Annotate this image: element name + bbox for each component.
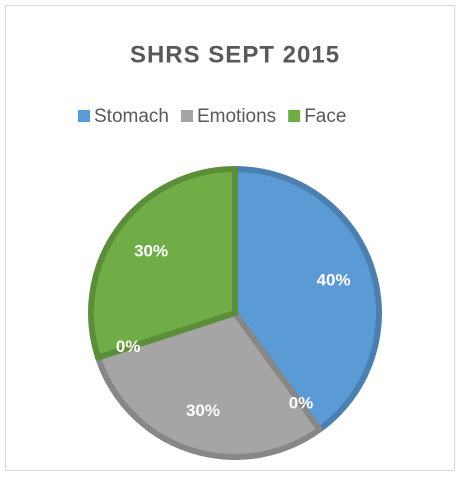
data-label: 30% — [134, 242, 168, 261]
chart-title: SHRS SEPT 2015 — [130, 41, 340, 68]
legend-swatch — [180, 110, 193, 122]
pie-slice — [232, 166, 382, 433]
legend: Stomach Emotions Face — [78, 106, 346, 127]
legend-label: Stomach — [94, 106, 169, 127]
legend-label: Face — [304, 106, 346, 127]
pie-slice — [88, 166, 238, 361]
data-label: 30% — [186, 401, 220, 420]
legend-swatch — [78, 110, 90, 122]
pie-slice — [95, 310, 323, 460]
legend-label: Emotions — [197, 106, 276, 127]
data-label: 40% — [317, 270, 351, 289]
data-label: 0% — [116, 337, 141, 356]
legend-swatch — [288, 110, 301, 122]
data-label: 0% — [289, 393, 314, 412]
